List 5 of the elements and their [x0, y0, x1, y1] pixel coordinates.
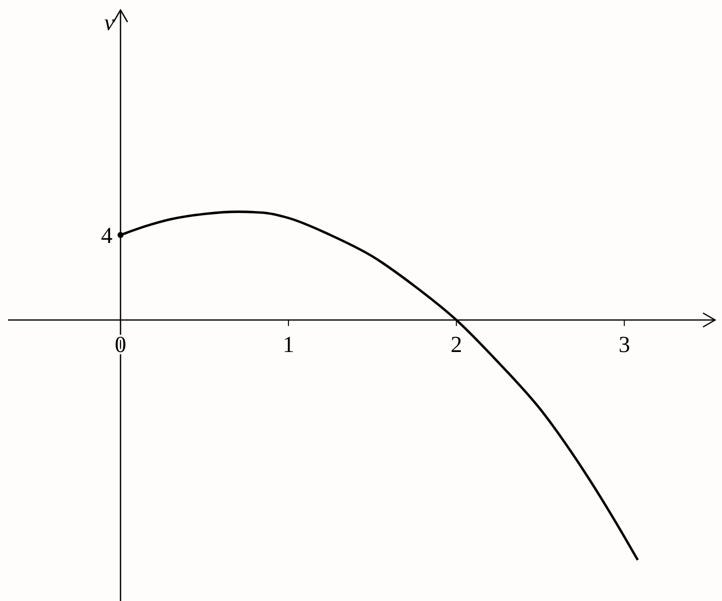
x-tick-label: 2 — [450, 332, 462, 357]
annotation: 4 — [101, 223, 114, 248]
x-tick-label: 1 — [282, 332, 294, 357]
text: v — [104, 10, 116, 35]
x-tick-label: 3 — [618, 332, 630, 357]
